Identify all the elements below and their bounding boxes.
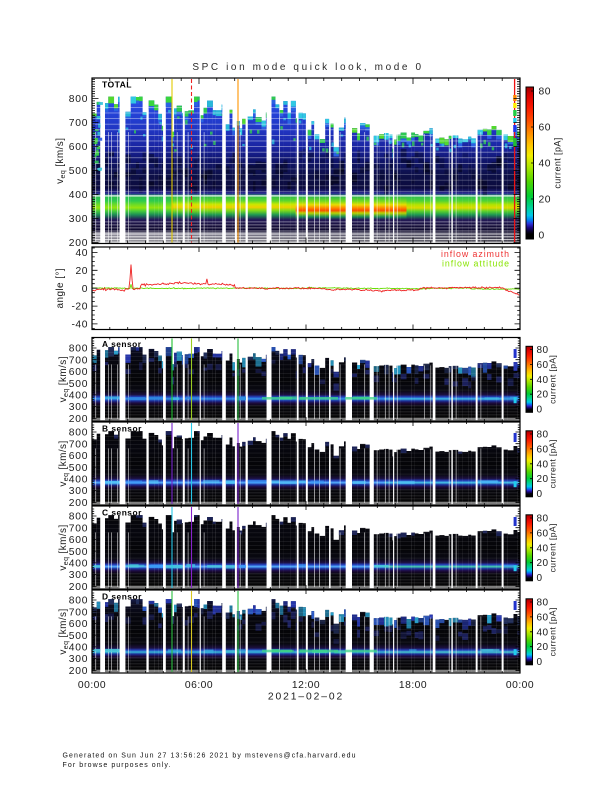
- svg-text:300: 300: [69, 402, 89, 413]
- svg-text:20: 20: [537, 474, 549, 485]
- svg-text:500: 500: [69, 379, 89, 390]
- svg-text:300: 300: [69, 654, 89, 665]
- svg-text:600: 600: [69, 451, 89, 462]
- svg-text:20: 20: [537, 642, 549, 653]
- svg-text:inflow azimuth: inflow azimuth: [441, 249, 510, 259]
- svg-text:00:00: 00:00: [78, 680, 106, 691]
- svg-text:current [pA]: current [pA]: [548, 607, 558, 656]
- svg-text:60: 60: [537, 444, 549, 455]
- svg-text:600: 600: [69, 142, 89, 153]
- svg-text:800: 800: [69, 596, 89, 607]
- svg-text:current [pA]: current [pA]: [548, 355, 558, 404]
- svg-text:D sensor: D sensor: [102, 591, 142, 601]
- svg-text:500: 500: [69, 166, 89, 177]
- svg-text:300: 300: [69, 486, 89, 497]
- svg-text:400: 400: [69, 642, 89, 653]
- svg-text:80: 80: [537, 345, 549, 356]
- svg-text:20: 20: [537, 558, 549, 569]
- svg-text:B sensor: B sensor: [102, 423, 142, 433]
- svg-text:200: 200: [69, 414, 89, 425]
- svg-text:700: 700: [69, 607, 89, 618]
- svg-text:80: 80: [537, 598, 549, 609]
- svg-text:0: 0: [82, 284, 88, 295]
- svg-text:06:00: 06:00: [185, 680, 213, 691]
- svg-text:400: 400: [69, 390, 89, 401]
- svg-text:80: 80: [537, 514, 549, 525]
- svg-text:For browse purposes only.: For browse purposes only.: [63, 762, 172, 769]
- svg-text:20: 20: [75, 266, 88, 277]
- svg-text:0: 0: [537, 573, 543, 584]
- svg-text:00:00: 00:00: [506, 680, 534, 691]
- svg-text:800: 800: [69, 344, 89, 355]
- svg-text:600: 600: [69, 535, 89, 546]
- svg-text:80: 80: [537, 430, 549, 441]
- svg-text:800: 800: [69, 94, 89, 105]
- svg-text:60: 60: [537, 528, 549, 539]
- svg-text:60: 60: [539, 123, 551, 134]
- svg-text:300: 300: [69, 214, 89, 225]
- svg-text:40: 40: [537, 543, 549, 554]
- svg-text:inflow attitude: inflow attitude: [442, 259, 510, 269]
- svg-text:0: 0: [537, 405, 543, 416]
- svg-text:600: 600: [69, 619, 89, 630]
- svg-text:400: 400: [69, 190, 89, 201]
- svg-text:200: 200: [69, 498, 89, 509]
- svg-text:800: 800: [69, 512, 89, 523]
- svg-text:0: 0: [537, 489, 543, 500]
- svg-text:C sensor: C sensor: [102, 507, 142, 517]
- svg-text:Generated on Sun Jun 27 13:56:: Generated on Sun Jun 27 13:56:26 2021 by…: [63, 753, 357, 760]
- svg-text:SPC ion mode quick look, mode: SPC ion mode quick look, mode 0: [192, 62, 423, 73]
- svg-text:A sensor: A sensor: [102, 339, 142, 349]
- svg-text:18:00: 18:00: [399, 680, 427, 691]
- svg-text:40: 40: [539, 159, 551, 170]
- svg-text:200: 200: [69, 666, 89, 677]
- svg-text:40: 40: [537, 459, 549, 470]
- svg-text:700: 700: [69, 355, 89, 366]
- svg-text:current [pA]: current [pA]: [548, 523, 558, 572]
- svg-text:600: 600: [69, 367, 89, 378]
- svg-text:80: 80: [539, 87, 551, 98]
- svg-text:12:00: 12:00: [292, 680, 320, 691]
- svg-text:40: 40: [537, 375, 549, 386]
- svg-text:300: 300: [69, 570, 89, 581]
- svg-text:2021–02–02: 2021–02–02: [268, 692, 344, 703]
- svg-text:700: 700: [69, 523, 89, 534]
- svg-text:60: 60: [537, 360, 549, 371]
- svg-text:20: 20: [539, 195, 551, 206]
- svg-text:500: 500: [69, 631, 89, 642]
- svg-text:-40: -40: [71, 320, 88, 331]
- svg-text:60: 60: [537, 612, 549, 623]
- svg-text:400: 400: [69, 474, 89, 485]
- svg-text:20: 20: [537, 390, 549, 401]
- svg-text:0: 0: [537, 657, 543, 668]
- svg-text:40: 40: [537, 627, 549, 638]
- svg-text:angle [°]: angle [°]: [55, 268, 66, 308]
- svg-text:500: 500: [69, 463, 89, 474]
- svg-text:800: 800: [69, 428, 89, 439]
- svg-text:TOTAL: TOTAL: [102, 80, 132, 90]
- svg-text:current [pA]: current [pA]: [548, 439, 558, 488]
- svg-text:700: 700: [69, 439, 89, 450]
- svg-text:0: 0: [539, 231, 545, 242]
- svg-text:500: 500: [69, 547, 89, 558]
- svg-text:700: 700: [69, 118, 89, 129]
- svg-text:current [pA]: current [pA]: [553, 137, 563, 188]
- svg-text:-20: -20: [71, 302, 88, 313]
- svg-text:200: 200: [69, 238, 89, 249]
- svg-text:400: 400: [69, 558, 89, 569]
- svg-text:200: 200: [69, 582, 89, 593]
- svg-text:40: 40: [75, 248, 88, 259]
